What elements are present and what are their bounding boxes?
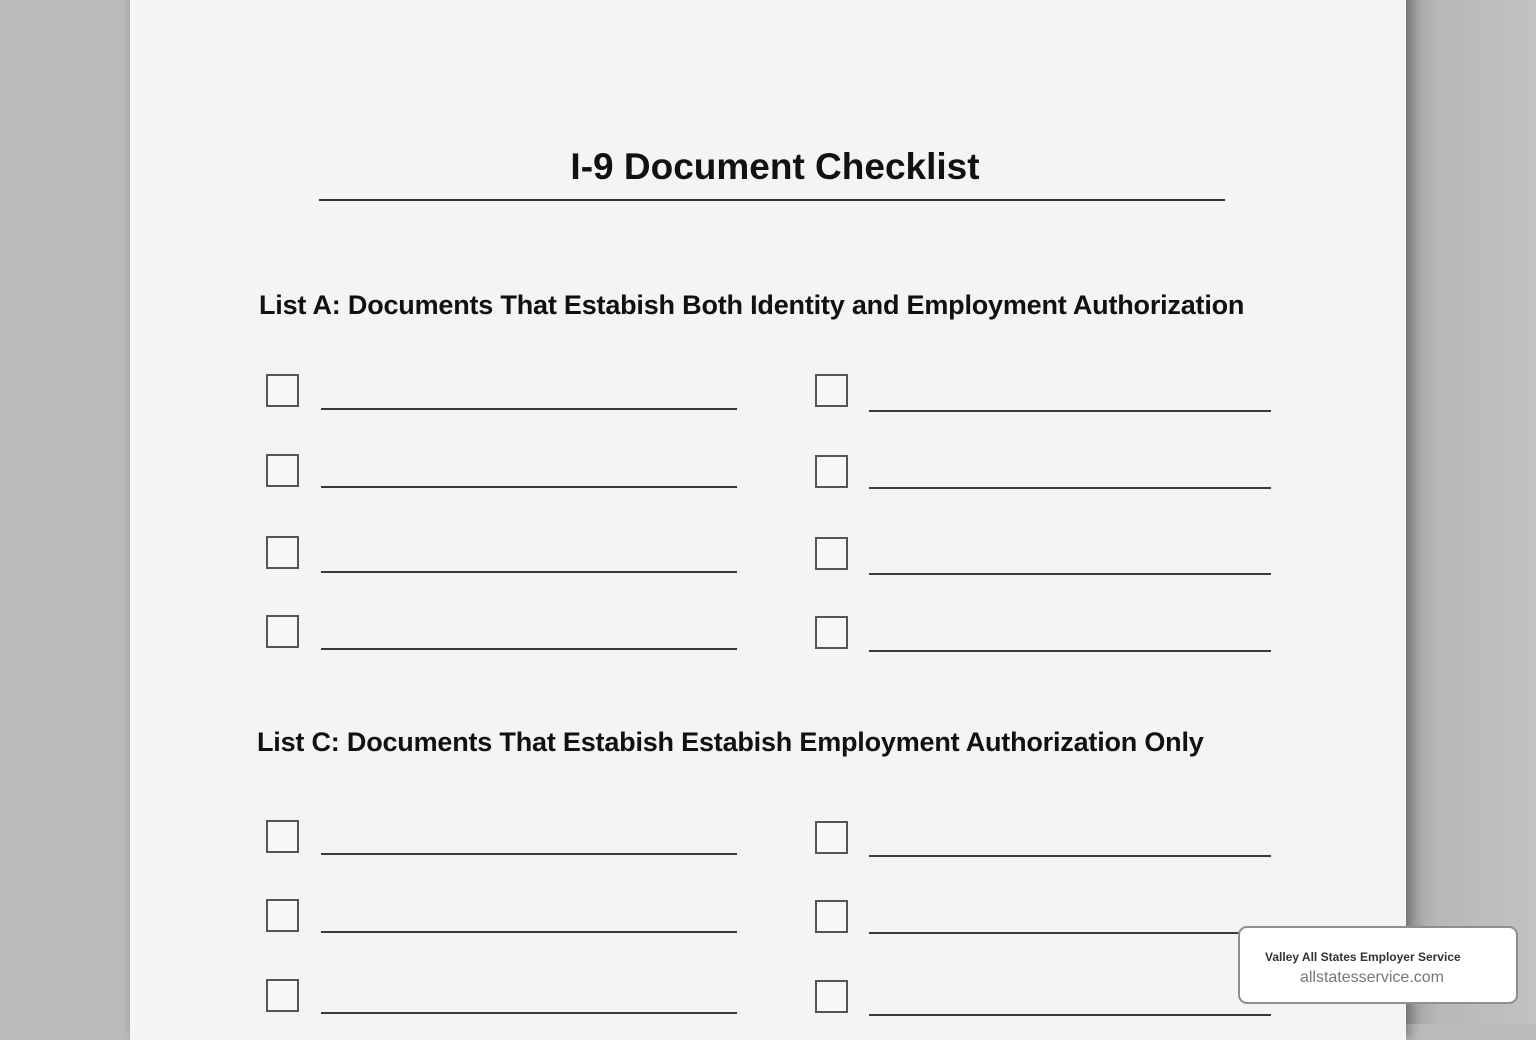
list-a-checkbox[interactable]: [815, 537, 848, 570]
list-a-blank-line[interactable]: [321, 408, 737, 410]
list-a-blank-line[interactable]: [869, 573, 1271, 575]
title-underline: [319, 199, 1225, 201]
watermark-company: Valley All States Employer Service: [1265, 950, 1461, 964]
background: [1406, 0, 1536, 1024]
list-a-checkbox[interactable]: [815, 374, 848, 407]
list-c-checkbox[interactable]: [815, 980, 848, 1013]
list-a-checkbox[interactable]: [815, 455, 848, 488]
list-a-checkbox[interactable]: [266, 374, 299, 407]
list-a-blank-line[interactable]: [321, 648, 737, 650]
list-c-checkbox[interactable]: [815, 821, 848, 854]
list-a-blank-line[interactable]: [321, 571, 737, 573]
list-c-blank-line[interactable]: [321, 931, 737, 933]
list-c-checkbox[interactable]: [266, 820, 299, 853]
list-c-blank-line[interactable]: [321, 1012, 737, 1014]
watermark-url: allstatesservice.com: [1299, 969, 1444, 986]
list-a-heading: List A: Documents That Estabish Both Ide…: [259, 290, 1245, 320]
list-a-checkbox[interactable]: [266, 536, 299, 569]
page-title: I-9 Document Checklist: [570, 146, 980, 187]
list-c-heading: List C: Documents That Estabish Estabish…: [257, 727, 1204, 757]
list-c-blank-line[interactable]: [869, 855, 1271, 857]
list-a-checkbox[interactable]: [266, 454, 299, 487]
list-c-checkbox[interactable]: [266, 899, 299, 932]
list-c-blank-line[interactable]: [869, 1014, 1271, 1016]
list-c-blank-line[interactable]: [869, 932, 1271, 934]
list-c-checkbox[interactable]: [815, 900, 848, 933]
checklist-page: [130, 0, 1406, 1040]
list-a-blank-line[interactable]: [869, 487, 1271, 489]
list-c-blank-line[interactable]: [321, 853, 737, 855]
list-a-blank-line[interactable]: [869, 650, 1271, 652]
list-a-checkbox[interactable]: [815, 616, 848, 649]
watermark-badge: Valley All States Employer Service allst…: [1238, 926, 1518, 1004]
list-c-checkbox[interactable]: [266, 979, 299, 1012]
list-a-blank-line[interactable]: [321, 486, 737, 488]
list-a-checkbox[interactable]: [266, 615, 299, 648]
list-a-blank-line[interactable]: [869, 410, 1271, 412]
